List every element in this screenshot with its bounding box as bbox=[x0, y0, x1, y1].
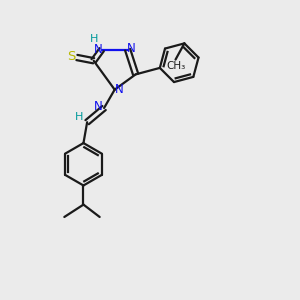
Text: N: N bbox=[94, 43, 103, 56]
Text: H: H bbox=[75, 112, 83, 122]
Text: CH₃: CH₃ bbox=[167, 61, 186, 71]
Text: N: N bbox=[115, 83, 124, 96]
Text: S: S bbox=[68, 50, 76, 63]
Text: N: N bbox=[94, 100, 103, 113]
Text: N: N bbox=[127, 42, 136, 55]
Text: H: H bbox=[90, 34, 98, 44]
